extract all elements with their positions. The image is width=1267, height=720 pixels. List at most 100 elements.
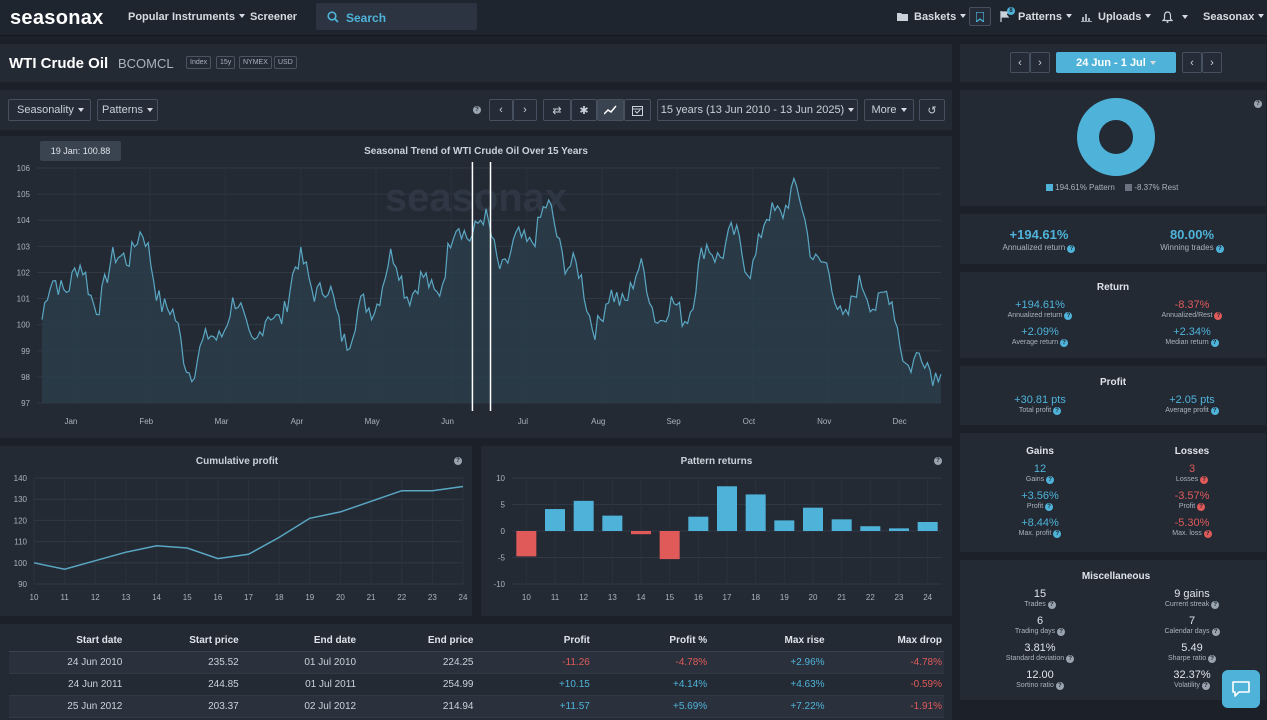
misc-stat: 3.81% Standard deviation ? — [990, 642, 1090, 663]
column-header[interactable]: End date — [240, 632, 359, 652]
legend-pattern-label: 194.61% Pattern — [1055, 183, 1115, 192]
column-header[interactable]: Max drop — [826, 632, 944, 652]
column-header[interactable]: Max rise — [709, 632, 827, 652]
help-icon[interactable]: ? — [1203, 530, 1212, 538]
period-end-prev-button[interactable]: ‹ — [1182, 52, 1202, 73]
help-icon[interactable]: ? — [1066, 655, 1075, 663]
popular-instruments-menu[interactable]: Popular Instruments — [128, 11, 245, 23]
help-icon[interactable]: ? — [1210, 339, 1219, 347]
chat-button[interactable] — [1222, 670, 1260, 708]
return-bar — [688, 516, 709, 531]
help-icon[interactable]: ? — [1053, 407, 1062, 415]
misc-stat-label: Trading days — [1014, 628, 1056, 635]
help-icon[interactable]: ? — [1210, 407, 1219, 415]
misc-stat-value: 15 — [1033, 588, 1047, 600]
pattern-donut-chart — [1077, 98, 1155, 176]
reset-button[interactable]: ↺ — [919, 99, 945, 121]
x-tick-label: 14 — [152, 593, 161, 602]
chart-next-button[interactable]: › — [513, 99, 537, 121]
help-icon[interactable]: ? — [1200, 476, 1209, 484]
period-start-next-button[interactable]: › — [1030, 52, 1050, 73]
help-icon[interactable]: ? — [1211, 628, 1220, 636]
losses-profit-label: Profit — [1178, 503, 1196, 510]
x-tick-label: 14 — [637, 593, 646, 602]
y-tick-label: 130 — [14, 495, 28, 504]
column-header[interactable]: End price — [358, 632, 476, 652]
more-dropdown[interactable]: More — [864, 99, 914, 121]
help-icon[interactable]: ? — [1197, 503, 1206, 511]
table-cell: -4.78% — [591, 651, 710, 674]
help-icon[interactable]: ? — [1067, 245, 1076, 253]
table-cell: 254.99 — [358, 673, 476, 696]
help-icon[interactable]: ? — [1211, 601, 1220, 609]
calendar-button[interactable] — [624, 99, 651, 121]
return-bar — [602, 515, 623, 531]
help-icon[interactable]: ? — [1047, 601, 1056, 609]
uploads-menu[interactable]: Uploads — [1098, 11, 1151, 23]
x-tick-label: 24 — [459, 593, 468, 602]
watermark: seasonax — [385, 176, 567, 220]
help-icon[interactable]: ? — [1214, 312, 1223, 320]
table-row[interactable]: 24 Jun 2011 244.85 01 Jul 2011 254.99 +10.15… — [9, 673, 944, 696]
return-stat: +194.61% Annualized return ? — [990, 299, 1090, 320]
return-title: Return — [1096, 282, 1130, 293]
patterns-menu[interactable]: Patterns — [1018, 11, 1072, 23]
screener-link[interactable]: Screener — [250, 11, 298, 23]
table-row[interactable]: 25 Jun 2012 203.37 02 Jul 2012 214.94 +11.57… — [9, 695, 944, 718]
help-icon[interactable]: ? — [1045, 503, 1054, 511]
user-menu[interactable]: Seasonax — [1203, 11, 1264, 23]
search-input[interactable]: Search — [316, 3, 477, 30]
help-icon[interactable]: ? — [1053, 530, 1062, 538]
date-range-dropdown[interactable]: 15 years (13 Jun 2010 - 13 Jun 2025) — [657, 99, 858, 121]
compare-button[interactable]: ⇄ — [543, 99, 571, 121]
seasonality-dropdown[interactable]: Seasonality — [8, 99, 91, 121]
seasonal-chart[interactable]: 97 98 99 100 101 102 103 104 105 106 Jan Feb Mar Apr M… — [0, 136, 952, 438]
column-header[interactable]: Start date — [9, 632, 125, 652]
x-tick-label: 16 — [694, 593, 703, 602]
patterns-dropdown[interactable]: Patterns — [97, 99, 158, 121]
detrend-button[interactable]: ✱ — [571, 99, 597, 121]
profit-stat-label: Average profit — [1165, 407, 1209, 414]
help-icon[interactable]: ? — [454, 457, 462, 465]
period-start-prev-button[interactable]: ‹ — [1010, 52, 1030, 73]
chevron-right-icon: › — [1038, 56, 1042, 69]
column-header[interactable]: Profit — [475, 632, 592, 652]
y-tick-label: -5 — [498, 554, 506, 563]
reset-icon: ↺ — [927, 104, 937, 117]
y-tick-label: 100 — [14, 559, 28, 568]
help-icon[interactable]: ? — [1057, 628, 1066, 636]
chart-prev-button[interactable]: ‹ — [489, 99, 513, 121]
y-tick-label: 98 — [21, 373, 30, 382]
help-icon[interactable]: ? — [1064, 312, 1073, 320]
help-icon[interactable]: ? — [1208, 655, 1217, 663]
column-header[interactable]: Start price — [124, 632, 241, 652]
line-chart-button[interactable] — [597, 99, 624, 121]
bell-icon[interactable] — [1162, 11, 1173, 23]
help-icon[interactable]: ? — [473, 106, 481, 114]
y-tick-label: 5 — [501, 501, 506, 510]
return-bar — [659, 531, 680, 560]
period-end-next-button[interactable]: › — [1202, 52, 1222, 73]
help-icon[interactable]: ? — [1215, 245, 1224, 253]
misc-stat-value: 7 — [1188, 615, 1196, 627]
x-tick-label: 19 — [780, 593, 789, 602]
help-icon[interactable]: ? — [1201, 682, 1210, 690]
baskets-menu[interactable]: Baskets — [914, 11, 966, 23]
notifications-dropdown[interactable] — [1178, 12, 1188, 24]
period-dropdown[interactable]: 24 Jun - 1 Jul — [1056, 52, 1176, 73]
column-header[interactable]: Profit % — [591, 632, 710, 652]
seasonax-logo[interactable]: seasonax — [10, 7, 104, 29]
return-stat-label: Average return — [1011, 339, 1059, 346]
help-icon[interactable]: ? — [1060, 339, 1069, 347]
gains-title: Gains — [1026, 446, 1054, 457]
help-icon[interactable]: ? — [1046, 476, 1055, 484]
return-stat: -8.37% Annualized/Rest ? — [1142, 299, 1242, 320]
table-row[interactable]: 24 Jun 2010 235.52 01 Jul 2010 224.25 -11.26… — [9, 651, 944, 674]
help-icon[interactable]: ? — [1254, 100, 1262, 108]
y-tick-label: 106 — [17, 164, 31, 173]
bookmark-button[interactable] — [969, 7, 991, 26]
table-cell: +4.63% — [709, 673, 827, 696]
losses-max: -5.30% Max. loss ? — [1142, 517, 1242, 538]
help-icon[interactable]: ? — [1055, 682, 1064, 690]
help-icon[interactable]: ? — [934, 457, 942, 465]
